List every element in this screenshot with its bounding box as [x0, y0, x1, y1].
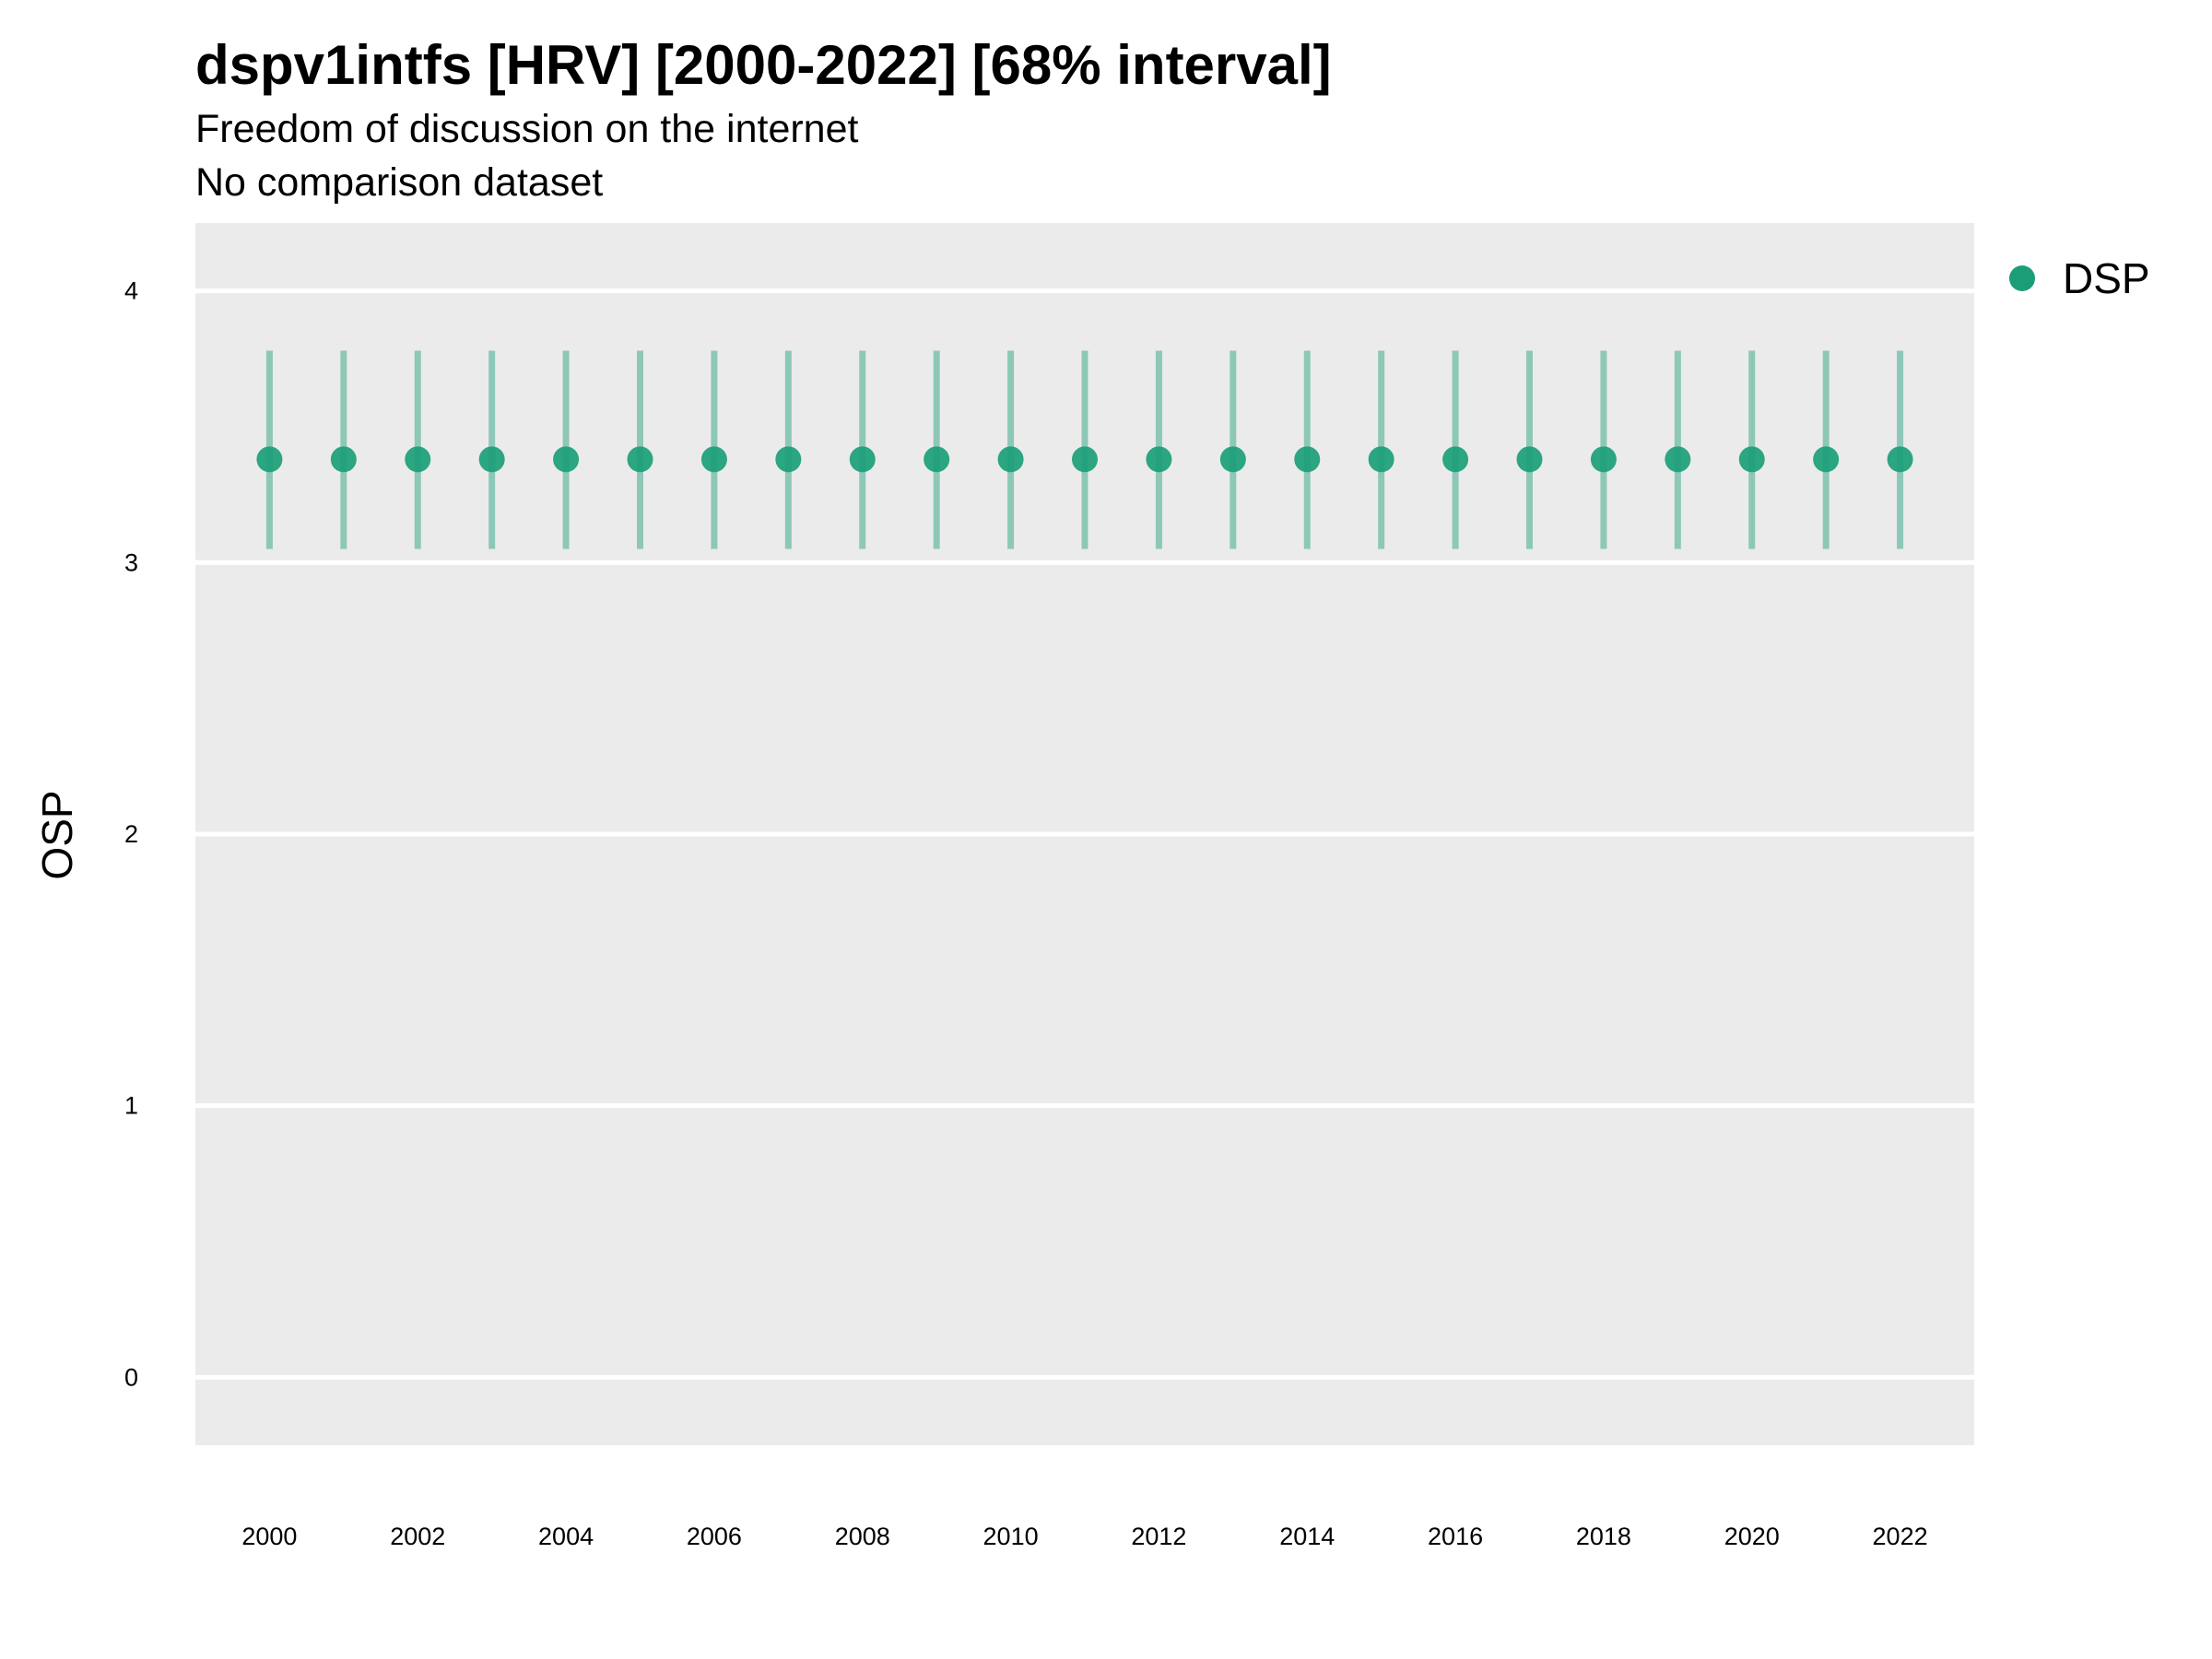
data-point	[1442, 446, 1469, 473]
data-point	[1887, 446, 1913, 473]
x-tick-label: 2010	[983, 1523, 1039, 1550]
data-point	[924, 446, 950, 473]
x-axis-ticks: 2000 2002 2004 2006 2008 2010 2012 2014 2016 2018…	[241, 1523, 1927, 1550]
y-tick-label: 2	[124, 820, 138, 848]
data-point	[330, 446, 357, 473]
x-tick-label: 2016	[1428, 1523, 1483, 1550]
data-point	[700, 446, 727, 473]
data-point	[1665, 446, 1691, 473]
data-point	[775, 446, 802, 473]
data-point	[1368, 446, 1394, 473]
data-point	[553, 446, 580, 473]
data-point	[1590, 446, 1617, 473]
y-axis-ticks: 0 1 2 3 4	[124, 277, 138, 1392]
x-tick-label: 2004	[538, 1523, 594, 1550]
x-tick-label: 2008	[835, 1523, 890, 1550]
chart-subtitle: Freedom of discussion on the internet	[195, 107, 859, 151]
data-point	[1146, 446, 1172, 473]
data-point	[1516, 446, 1543, 473]
x-tick-label: 2018	[1576, 1523, 1631, 1550]
data-point	[478, 446, 505, 473]
legend-label-dsp: DSP	[2063, 254, 2150, 302]
x-tick-label: 2002	[390, 1523, 445, 1550]
y-tick-label: 0	[124, 1363, 138, 1391]
x-tick-label: 2012	[1131, 1523, 1186, 1550]
x-tick-label: 2014	[1279, 1523, 1335, 1550]
data-point	[256, 446, 283, 473]
x-tick-label: 2020	[1724, 1523, 1780, 1550]
data-point	[997, 446, 1024, 473]
data-points	[256, 446, 1913, 473]
legend-swatch-dsp	[2009, 265, 2035, 291]
data-point	[627, 446, 653, 473]
data-point	[1072, 446, 1098, 473]
data-point	[1294, 446, 1321, 473]
y-axis-title: OSP	[33, 790, 81, 879]
data-point	[405, 446, 431, 473]
x-tick-label: 2006	[687, 1523, 742, 1550]
data-point	[1738, 446, 1765, 473]
grid-lines	[195, 288, 1974, 1380]
data-point	[849, 446, 876, 473]
data-point	[1219, 446, 1246, 473]
legend: DSP	[2009, 254, 2150, 302]
x-tick-label: 2022	[1873, 1523, 1928, 1550]
chart-subtitle-comparison: No comparison dataset	[195, 160, 604, 205]
y-tick-label: 3	[124, 548, 138, 576]
x-tick-label: 2000	[241, 1523, 297, 1550]
y-tick-label: 1	[124, 1092, 138, 1120]
y-tick-label: 4	[124, 277, 138, 305]
chart-title: dspv1intfs [HRV] [2000-2022] [68% interv…	[195, 34, 1332, 96]
data-point	[1813, 446, 1840, 473]
